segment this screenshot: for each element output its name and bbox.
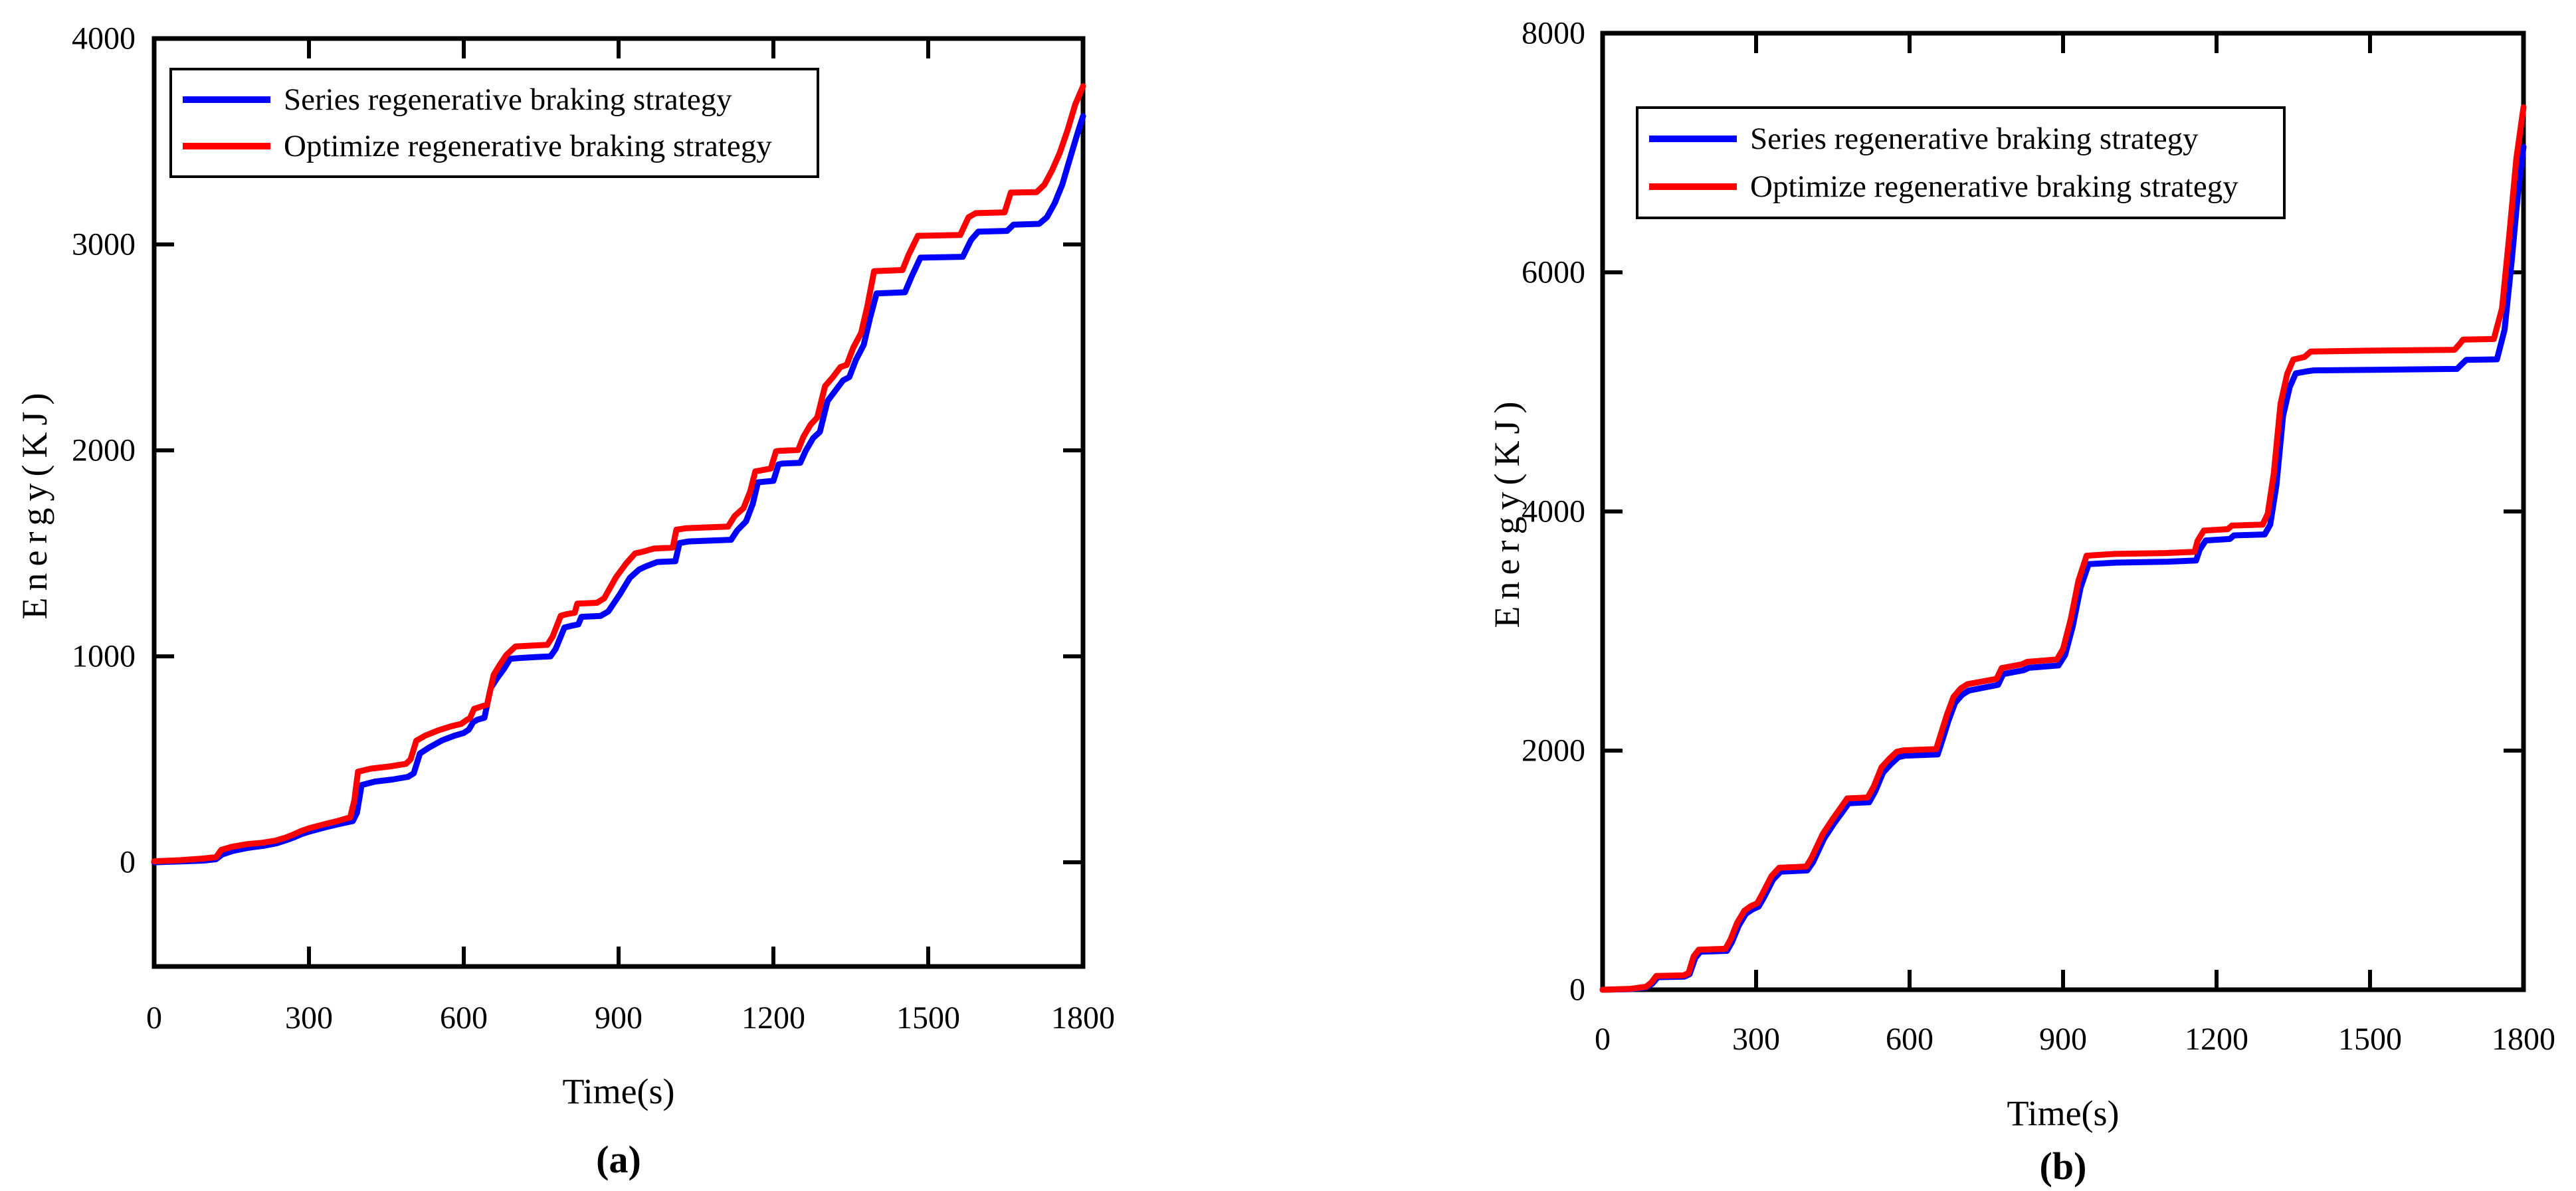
x-tick-label: 900 [595, 1000, 643, 1036]
x-tick-label: 1500 [2338, 1022, 2402, 1057]
x-tick-label: 1800 [2492, 1022, 2555, 1057]
legend-label-series-a: Series regenerative braking strategy [284, 82, 732, 117]
x-axis-label-a: Time(s) [562, 1071, 675, 1111]
y-tick-label: 6000 [1522, 255, 1585, 290]
legend-b: Series regenerative braking strategy Opt… [1636, 106, 2286, 219]
legend-line-red-icon [1649, 183, 1737, 190]
legend-line-blue-icon [183, 96, 270, 103]
legend-entry-optimize-b: Optimize regenerative braking strategy [1649, 169, 2283, 205]
y-tick-label: 3000 [72, 227, 136, 262]
legend-label-optimize-a: Optimize regenerative braking strategy [284, 129, 772, 164]
legend-a: Series regenerative braking strategy Opt… [169, 68, 819, 178]
x-tick-label: 1200 [2185, 1022, 2248, 1057]
x-tick-label: 300 [1732, 1022, 1780, 1057]
y-axis-label-b: Energy(KJ) [1487, 395, 1527, 628]
legend-entry-optimize-a: Optimize regenerative braking strategy [183, 128, 817, 164]
x-tick-label: 1200 [742, 1000, 805, 1036]
x-tick-label: 600 [440, 1000, 488, 1036]
legend-entry-series-a: Series regenerative braking strategy [183, 82, 817, 118]
x-tick-label: 1800 [1051, 1000, 1115, 1036]
subfigure-caption-a: (a) [596, 1138, 641, 1181]
y-tick-label: 0 [1569, 972, 1585, 1008]
chart-a: 0 300 600 900 1200 1500 1800 0 1000 2000 3000 4000 [72, 21, 1115, 1036]
series-line-optimize [151, 83, 1086, 865]
series-line-optimize [1599, 104, 2527, 993]
x-tick-label: 1500 [896, 1000, 960, 1036]
y-tick-label: 2000 [72, 433, 136, 468]
y-tick-label: 8000 [1522, 16, 1585, 51]
y-tick-label: 0 [120, 845, 136, 880]
series-line-series [151, 113, 1086, 866]
legend-label-series-b: Series regenerative braking strategy [1750, 122, 2199, 156]
y-tick-label: 1000 [72, 639, 136, 674]
series-line-series [1599, 143, 2527, 993]
legend-entry-series-b: Series regenerative braking strategy [1649, 121, 2283, 157]
legend-label-optimize-b: Optimize regenerative braking strategy [1750, 169, 2238, 204]
chart-b: 0 300 600 900 1200 1500 1800 0 2000 4000 6000 8000 [1522, 16, 2555, 1057]
x-tick-label: 0 [1595, 1022, 1611, 1057]
y-tick-label: 2000 [1522, 733, 1585, 769]
x-tick-label: 600 [1886, 1022, 1933, 1057]
x-tick-label: 900 [2039, 1022, 2087, 1057]
x-tick-label: 300 [285, 1000, 333, 1036]
x-tick-label: 0 [146, 1000, 162, 1036]
y-tick-label: 4000 [1522, 494, 1585, 529]
y-axis-label-a: Energy(KJ) [15, 386, 54, 620]
x-axis-label-b: Time(s) [2007, 1093, 2120, 1133]
subfigure-caption-b: (b) [2039, 1145, 2087, 1188]
legend-line-red-icon [183, 143, 270, 150]
y-tick-label: 4000 [72, 21, 136, 56]
legend-line-blue-icon [1649, 136, 1737, 142]
